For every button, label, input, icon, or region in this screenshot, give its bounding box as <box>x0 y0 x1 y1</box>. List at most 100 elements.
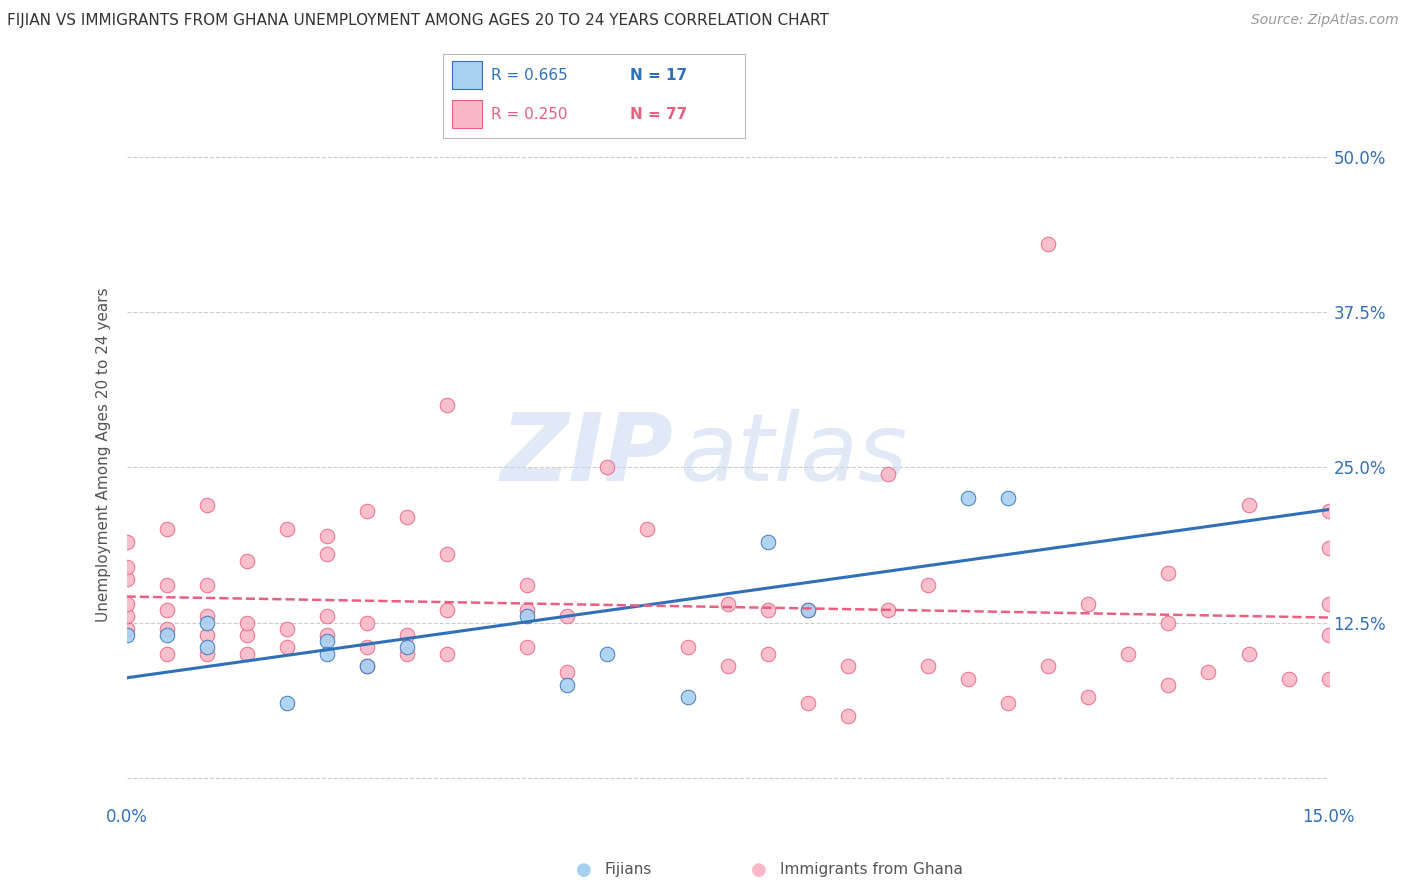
Point <box>1317 672 1340 686</box>
Point <box>315 529 337 543</box>
Point <box>997 491 1019 506</box>
Point <box>315 547 337 561</box>
Text: Source: ZipAtlas.com: Source: ZipAtlas.com <box>1251 13 1399 28</box>
Text: Fijians: Fijians <box>605 863 652 877</box>
Point <box>195 640 218 655</box>
Point <box>516 578 538 592</box>
Point <box>195 615 218 630</box>
Point <box>195 647 218 661</box>
Point <box>356 615 378 630</box>
Point <box>115 559 138 574</box>
Point <box>756 603 779 617</box>
Point <box>276 523 298 537</box>
Point <box>596 647 619 661</box>
Point <box>155 622 177 636</box>
Point <box>1077 597 1099 611</box>
Text: atlas: atlas <box>679 409 908 500</box>
Point <box>115 534 138 549</box>
Point <box>1118 647 1140 661</box>
Point <box>796 697 818 711</box>
Point <box>557 665 579 680</box>
Point <box>195 628 218 642</box>
Point <box>195 609 218 624</box>
Point <box>276 622 298 636</box>
Point <box>315 609 337 624</box>
Point <box>516 609 538 624</box>
Point <box>436 398 458 412</box>
Text: ●: ● <box>751 861 768 879</box>
Point <box>235 615 259 630</box>
Point <box>716 659 740 673</box>
Point <box>1317 597 1340 611</box>
Point <box>917 578 939 592</box>
Text: Immigrants from Ghana: Immigrants from Ghana <box>780 863 963 877</box>
Point <box>356 659 378 673</box>
Point <box>596 460 619 475</box>
Point <box>115 628 138 642</box>
Text: N = 77: N = 77 <box>630 107 688 121</box>
Point <box>636 523 658 537</box>
Point <box>396 510 419 524</box>
Point <box>436 547 458 561</box>
Text: ●: ● <box>575 861 592 879</box>
Point <box>557 678 579 692</box>
Point <box>356 640 378 655</box>
Point <box>315 647 337 661</box>
Text: ZIP: ZIP <box>501 409 673 501</box>
Point <box>877 603 900 617</box>
Point <box>155 647 177 661</box>
Point <box>356 504 378 518</box>
Text: R = 0.665: R = 0.665 <box>491 68 568 83</box>
Point <box>796 603 818 617</box>
Point <box>396 628 419 642</box>
Point <box>436 647 458 661</box>
Point <box>1237 647 1260 661</box>
Point <box>235 553 259 567</box>
Point <box>396 647 419 661</box>
Point <box>557 609 579 624</box>
Point <box>1237 498 1260 512</box>
Point <box>1277 672 1299 686</box>
Point <box>1317 504 1340 518</box>
Point <box>396 640 419 655</box>
Point <box>155 603 177 617</box>
Point <box>956 491 979 506</box>
Point <box>315 634 337 648</box>
Point <box>997 697 1019 711</box>
Y-axis label: Unemployment Among Ages 20 to 24 years: Unemployment Among Ages 20 to 24 years <box>96 287 111 623</box>
Point <box>195 498 218 512</box>
Point <box>1077 690 1099 705</box>
Point <box>115 622 138 636</box>
Point <box>1157 566 1180 580</box>
Point <box>516 603 538 617</box>
Point <box>956 672 979 686</box>
Point <box>315 628 337 642</box>
Point <box>356 659 378 673</box>
Point <box>676 640 699 655</box>
Point <box>716 597 740 611</box>
Point <box>917 659 939 673</box>
Point <box>155 628 177 642</box>
Point <box>796 603 818 617</box>
Point <box>235 628 259 642</box>
Point <box>115 597 138 611</box>
Point <box>276 640 298 655</box>
Point <box>756 647 779 661</box>
Point <box>1038 659 1060 673</box>
Point <box>1038 236 1060 251</box>
Point <box>195 578 218 592</box>
Bar <box>451 62 482 89</box>
Point <box>436 603 458 617</box>
Text: FIJIAN VS IMMIGRANTS FROM GHANA UNEMPLOYMENT AMONG AGES 20 TO 24 YEARS CORRELATI: FIJIAN VS IMMIGRANTS FROM GHANA UNEMPLOY… <box>7 13 830 29</box>
Point <box>115 572 138 586</box>
Point <box>155 578 177 592</box>
Point <box>115 609 138 624</box>
Point <box>1317 541 1340 555</box>
Point <box>756 534 779 549</box>
Text: N = 17: N = 17 <box>630 68 688 83</box>
Point <box>276 697 298 711</box>
Point <box>1157 615 1180 630</box>
Point <box>877 467 900 481</box>
Point <box>676 690 699 705</box>
Text: R = 0.250: R = 0.250 <box>491 107 568 121</box>
